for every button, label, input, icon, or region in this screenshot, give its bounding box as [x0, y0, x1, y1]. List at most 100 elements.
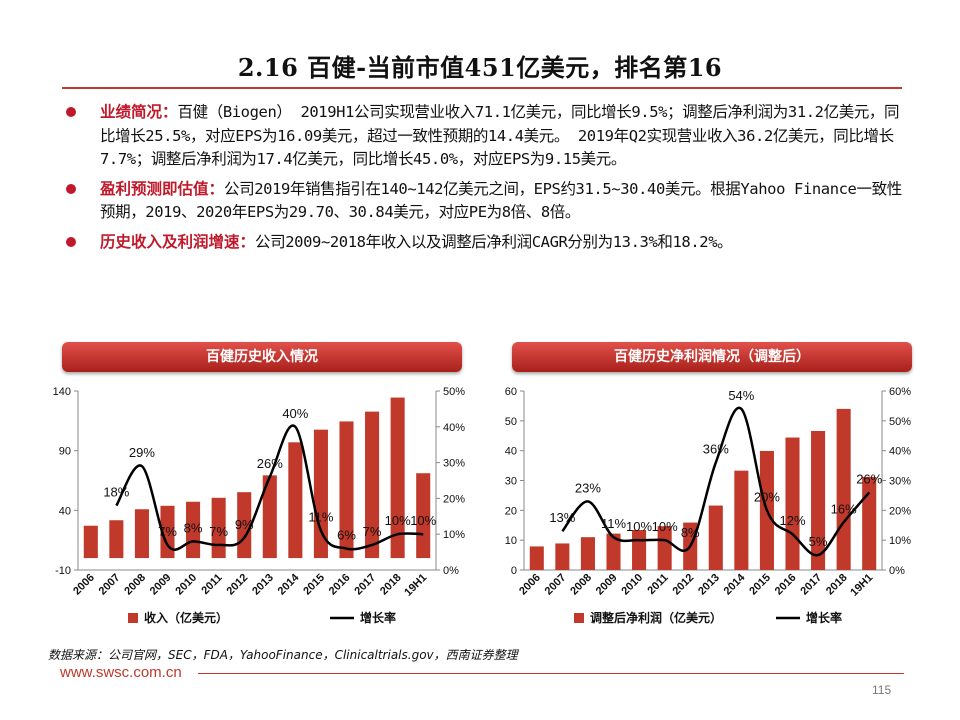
x-tick-label: 2011: [199, 572, 224, 597]
bullet-dot-icon: [66, 236, 76, 247]
left-tick-label: 10: [505, 535, 517, 547]
x-tick-label: 2012: [225, 572, 251, 598]
x-tick-label: 2006: [517, 572, 543, 598]
data-label: 7%: [209, 524, 228, 539]
bar: [708, 505, 723, 570]
legend-line-label: 增长率: [806, 610, 842, 625]
bullet-dot-icon: [66, 107, 76, 117]
data-label: 7%: [158, 524, 177, 539]
bar: [83, 525, 98, 559]
x-tick-label: 2014: [722, 571, 748, 597]
x-tick-label: 2016: [327, 572, 353, 598]
x-tick-label: 2017: [352, 572, 378, 598]
data-label: 5%: [809, 534, 828, 549]
left-tick-label: 140: [53, 386, 71, 398]
data-label: 20%: [754, 489, 780, 504]
x-tick-label: 2013: [696, 572, 722, 598]
data-label: 8%: [184, 520, 203, 535]
data-label: 7%: [363, 524, 382, 539]
page-number: 115: [872, 683, 892, 697]
bar: [211, 497, 226, 559]
bar: [862, 476, 877, 570]
bullet-item: 历史收入及利润增速：公司2009~2018年收入以及调整后净利润CAGR分别为1…: [62, 230, 904, 255]
bar: [555, 543, 570, 570]
title-divider: [62, 87, 902, 89]
bar: [785, 437, 800, 570]
bar: [313, 429, 328, 559]
data-label: 16%: [831, 501, 857, 516]
bar: [734, 470, 749, 570]
right-tick-label: 10%: [889, 535, 911, 547]
data-label: 9%: [235, 517, 254, 532]
x-tick-label: 2010: [173, 572, 199, 598]
right-tick-label: 50%: [443, 386, 465, 398]
left-chart-banner: 百健历史收入情况: [62, 342, 462, 372]
legend-bar-swatch: [574, 613, 584, 623]
x-tick-label: 2007: [97, 572, 123, 598]
bar: [390, 397, 405, 559]
right-tick-label: 20%: [443, 493, 465, 505]
x-tick-label: 19H1: [402, 572, 429, 599]
data-label: 23%: [575, 480, 601, 495]
bar: [262, 475, 277, 559]
bullet-list: 业绩简况：百健（Biogen） 2019H1公司实现营业收入71.1亿美元，同比…: [62, 100, 904, 259]
bullet-item: 业绩简况：百健（Biogen） 2019H1公司实现营业收入71.1亿美元，同比…: [62, 100, 904, 172]
x-tick-label: 2017: [798, 572, 824, 598]
footer-divider: [198, 673, 904, 674]
data-source-note: 数据来源：公司官网，SEC，FDA，YahooFinance，Clinicalt…: [48, 648, 518, 662]
data-label: 6%: [337, 528, 356, 543]
right-tick-label: 40%: [889, 446, 911, 458]
right-tick-label: 0%: [443, 565, 459, 577]
x-tick-label: 2007: [543, 572, 569, 598]
data-label: 29%: [129, 445, 155, 460]
x-tick-label: 2008: [568, 572, 594, 598]
x-tick-label: 2018: [378, 572, 404, 598]
bar: [836, 408, 851, 570]
data-label: 10%: [410, 513, 436, 528]
x-tick-label: 2010: [619, 572, 645, 598]
x-tick-label: 2009: [148, 572, 174, 598]
x-tick-label: 2012: [671, 572, 697, 598]
legend-bar-label: 调整后净利润（亿美元）: [590, 610, 722, 625]
data-label: 13%: [549, 510, 575, 525]
bar: [657, 526, 672, 570]
bullet-text: 百健（Biogen） 2019H1公司实现营业收入71.1亿美元，同比增长9.5…: [100, 103, 900, 168]
right-tick-label: 10%: [443, 529, 465, 541]
bar: [186, 501, 201, 559]
bar: [580, 537, 595, 570]
left-tick-label: 40: [59, 505, 71, 517]
bullet-item: 盈利预测即估值：公司2019年销售指引在140~142亿美元之间，EPS约31.…: [62, 177, 904, 225]
data-label: 54%: [728, 388, 754, 403]
bar: [109, 520, 124, 559]
data-label: 11%: [308, 510, 333, 525]
right-tick-label: 40%: [443, 422, 465, 434]
x-tick-label: 2013: [250, 572, 276, 598]
bullet-dot-icon: [66, 183, 76, 194]
left-tick-label: 50: [505, 416, 517, 428]
right-tick-label: 0%: [889, 565, 905, 577]
left-tick-label: 30: [505, 476, 517, 488]
right-tick-label: 30%: [443, 458, 465, 470]
growth-line: [561, 406, 871, 557]
x-tick-label: 2008: [122, 572, 148, 598]
x-tick-label: 2011: [645, 572, 670, 597]
left-tick-label: 20: [505, 505, 517, 517]
growth-line: [115, 424, 424, 551]
x-tick-label: 2018: [824, 572, 850, 598]
x-tick-label: 2015: [301, 572, 327, 598]
x-tick-label: 2014: [276, 571, 302, 597]
right-tick-label: 30%: [889, 476, 911, 488]
data-label: 18%: [103, 485, 129, 500]
website-url[interactable]: www.swsc.com.cn: [60, 664, 182, 681]
x-tick-label: 2009: [594, 572, 620, 598]
right-tick-label: 60%: [889, 386, 911, 398]
data-label: 8%: [681, 525, 700, 540]
bullet-label: 历史收入及利润增速：: [100, 231, 256, 251]
data-label: 10%: [626, 519, 652, 534]
bar: [606, 533, 621, 570]
bar: [416, 473, 431, 559]
data-label: 10%: [652, 519, 678, 534]
page-title: 2.16 百健-当前市值451亿美元，排名第16: [237, 53, 723, 82]
